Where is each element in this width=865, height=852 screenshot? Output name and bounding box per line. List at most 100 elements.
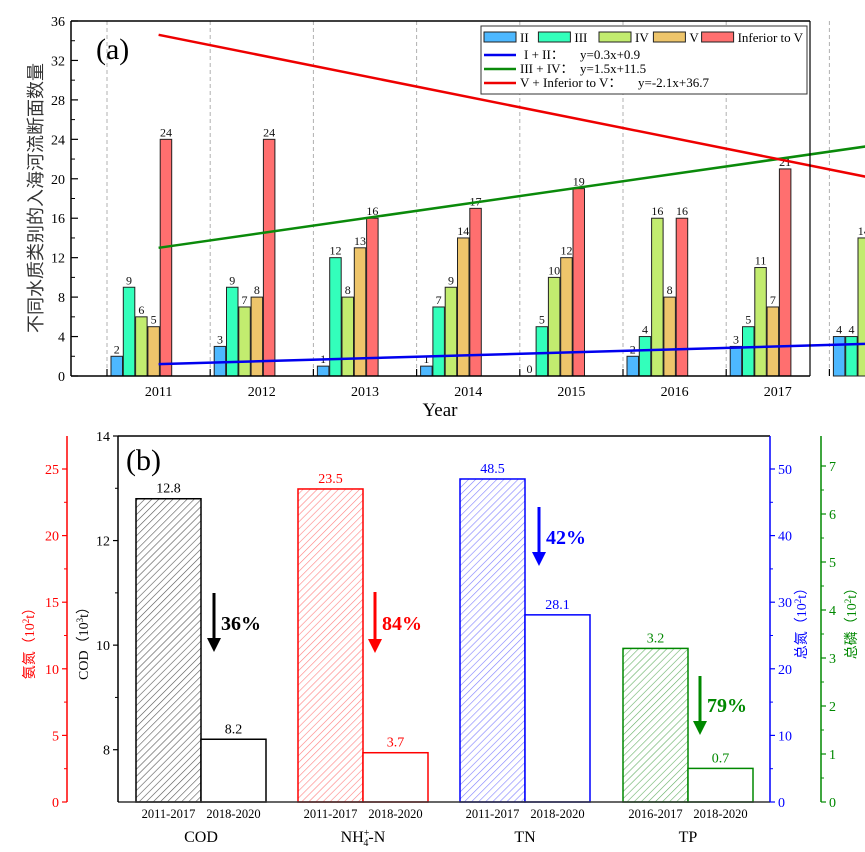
b-bar-value-label: 48.5 — [480, 462, 505, 477]
a-x-tick-label: 2013 — [351, 385, 379, 400]
b-tp-tick-label: 1 — [829, 748, 836, 763]
panel-b-pollutant-loads: 12.8 8.2 23.5 3.7 48.5 28.1 3.2 0.7 36% 84% 42% 79%… — [21, 430, 860, 849]
b-tn-tick-label: 40 — [778, 530, 792, 545]
b-tn-axis-title: 总氮（102t） — [793, 581, 810, 659]
b-panel-label: (b) — [126, 444, 161, 477]
b-group-label: NH+ 4-N — [341, 828, 386, 849]
a-bar-iv — [135, 316, 148, 377]
a-legend-label: Inferior to V — [738, 30, 804, 45]
a-bar-value-label: 24 — [263, 125, 275, 139]
a-bar-inferior-to-v — [366, 217, 379, 377]
b-tn-tick-label: 30 — [778, 596, 792, 611]
a-bar-value-label: 12 — [329, 244, 341, 258]
a-trend-line-i-ii — [158, 342, 865, 366]
a-bar-value-label: 16 — [366, 204, 378, 218]
a-bar-ii — [626, 355, 639, 377]
panel-a-water-quality-sections: 2311023453991275454517678910161114241658… — [26, 15, 865, 421]
b-bar-tn-period1 — [459, 478, 526, 803]
a-y-tick-label: 28 — [51, 94, 65, 109]
a-bar-v — [766, 306, 780, 377]
b-tp-tick-label: 0 — [829, 796, 836, 811]
a-trend-line-iii-iv — [158, 145, 865, 250]
a-bar-iv — [341, 296, 354, 377]
a-legend-trend-label: I + II： — [524, 47, 564, 62]
a-legend-swatch — [652, 31, 686, 43]
b-reduction-arrowhead-icon — [532, 552, 546, 566]
a-bar-value-label: 9 — [229, 273, 235, 287]
a-bar-iv — [651, 217, 664, 377]
a-x-tick-label: 2017 — [764, 385, 792, 400]
b-bar-value-label: 23.5 — [318, 472, 343, 487]
b-bar-nh4n-period2 — [362, 751, 429, 803]
a-bar-value-label: 4 — [836, 323, 842, 337]
a-bar-value-label: 13 — [354, 234, 366, 248]
a-bar-value-labels: 2311023453991275454517678910161114241658… — [114, 125, 865, 376]
b-period-label: 2011-2017 — [142, 807, 196, 821]
a-legend-trend-equation: y=-2.1x+36.7 — [638, 75, 709, 90]
a-bar-v — [353, 247, 367, 377]
a-bar-iii — [742, 326, 755, 377]
b-cod-tick-label: 12 — [96, 535, 110, 550]
b-bar-value-label: 3.7 — [387, 736, 405, 751]
a-bar-ii — [110, 355, 123, 377]
a-bar-value-label: 1 — [423, 352, 429, 366]
a-bars — [110, 138, 865, 377]
a-legend-trend-equation: y=0.3x+0.9 — [580, 47, 640, 62]
a-bar-v — [663, 296, 676, 377]
a-bar-iii — [122, 286, 136, 377]
b-tp-tick-label: 5 — [829, 556, 836, 571]
b-period-label: 2016-2017 — [628, 807, 682, 821]
a-y-tick-label: 8 — [58, 291, 65, 306]
a-bar-iii — [432, 306, 445, 377]
a-y-tick-label: 12 — [51, 252, 65, 267]
b-period-label: 2018-2020 — [368, 807, 422, 821]
b-reduction-label: 79% — [707, 695, 747, 717]
b-bar-value-label: 3.2 — [647, 631, 665, 646]
a-panel-label: (a) — [96, 33, 129, 66]
a-trend-lines — [158, 33, 865, 366]
a-bar-value-label: 7 — [436, 293, 442, 307]
b-nh4-axis-title: 氨氮（102t） — [21, 601, 38, 679]
a-bar-value-label: 9 — [126, 273, 132, 287]
a-x-tick-label: 2012 — [248, 385, 276, 400]
b-tn-tick-label: 20 — [778, 663, 792, 678]
a-bar-iv — [857, 237, 865, 377]
b-bar-value-label: 12.8 — [156, 482, 181, 497]
a-bar-v — [147, 326, 160, 377]
a-y-tick-label: 4 — [58, 331, 65, 346]
b-cod-tick-label: 8 — [103, 744, 110, 759]
a-bar-inferior-to-v — [262, 138, 276, 377]
b-bar-value-label: 28.1 — [545, 598, 570, 613]
a-legend-trend-label: III + IV： — [520, 61, 574, 76]
a-x-axis-title: Year — [422, 400, 458, 421]
a-y-tick-label: 16 — [51, 212, 65, 227]
b-period-label: 2011-2017 — [466, 807, 520, 821]
b-period-label: 2018-2020 — [530, 807, 584, 821]
a-bar-value-label: 14 — [858, 224, 865, 238]
b-cod-tick-label: 10 — [96, 639, 110, 654]
b-reduction-arrowhead-icon — [693, 721, 707, 735]
a-bar-iv — [547, 276, 561, 377]
a-bar-value-label: 3 — [733, 332, 739, 346]
a-bar-value-label: 24 — [160, 125, 172, 139]
a-y-tick-label: 24 — [51, 133, 65, 148]
a-legend-label: III — [574, 30, 587, 45]
a-legend-trend-equation: y=1.5x+11.5 — [580, 61, 646, 76]
b-tp-tick-label: 6 — [829, 508, 836, 523]
a-bar-value-label: 0 — [527, 362, 533, 376]
a-bar-value-label: 12 — [560, 244, 572, 258]
b-tp-tick-label: 7 — [829, 460, 836, 475]
b-cod-axis-title: COD（103t） — [75, 600, 92, 680]
b-tp-tick-label: 4 — [829, 604, 836, 619]
a-legend-swatch — [701, 31, 735, 43]
b-reduction-label: 42% — [546, 527, 586, 549]
a-bar-iv — [238, 306, 251, 377]
a-bar-value-label: 8 — [667, 283, 673, 297]
a-bar-iii — [638, 336, 652, 377]
a-bar-inferior-to-v — [469, 207, 482, 377]
a-bar-inferior-to-v — [675, 217, 689, 377]
b-cod-tick-label: 14 — [96, 430, 110, 445]
b-tp-tick-label: 3 — [829, 652, 836, 667]
b-group-label: TN — [514, 829, 536, 846]
b-nh4-tick-label: 20 — [45, 530, 59, 545]
